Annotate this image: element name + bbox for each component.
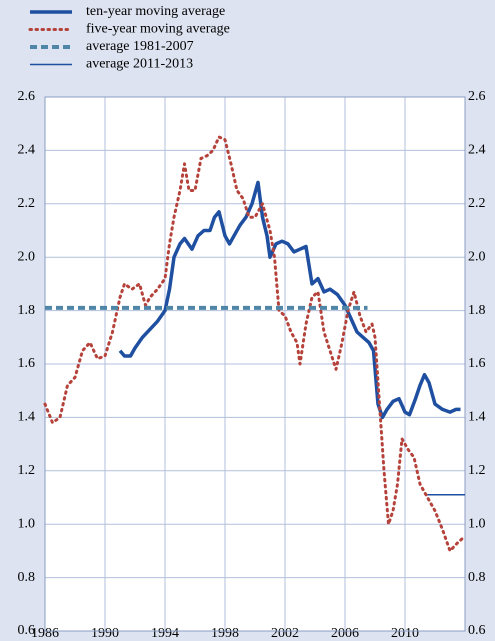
y-tick-label: 1.2 <box>18 463 36 478</box>
x-tick-label: 1990 <box>91 626 119 641</box>
y-tick-label: 2.2 <box>18 196 36 211</box>
x-tick-label: 1998 <box>211 626 239 641</box>
y-tick-label: 2.6 <box>18 89 36 104</box>
y-tick-label: 2.0 <box>18 249 36 264</box>
y-tick-label-right: 1.6 <box>468 356 486 371</box>
y-tick-label-right: 2.6 <box>468 89 486 104</box>
y-tick-label-right: 1.0 <box>468 516 486 531</box>
x-tick-label: 1986 <box>31 626 59 641</box>
legend-label: average 2011-2013 <box>86 57 193 72</box>
y-tick-label: 1.6 <box>18 356 36 371</box>
legend-label: average 1981-2007 <box>86 39 194 54</box>
y-tick-label: 0.8 <box>18 570 36 585</box>
y-tick-label: 1.4 <box>18 410 36 425</box>
y-tick-label: 2.4 <box>18 143 36 158</box>
y-tick-label-right: 2.2 <box>468 196 486 211</box>
y-tick-label-right: 1.8 <box>468 303 486 318</box>
x-tick-label: 2010 <box>391 626 419 641</box>
y-tick-label: 1.8 <box>18 303 36 318</box>
y-tick-label-right: 1.2 <box>468 463 486 478</box>
x-tick-label: 1994 <box>151 626 179 641</box>
legend-label: ten-year moving average <box>86 4 225 19</box>
y-tick-label-right: 0.8 <box>468 570 486 585</box>
y-tick-label: 0.6 <box>18 623 36 638</box>
y-tick-label-right: 0.6 <box>468 623 486 638</box>
x-tick-label: 2006 <box>331 626 359 641</box>
y-tick-label-right: 2.4 <box>468 143 486 158</box>
y-tick-label-right: 2.0 <box>468 249 486 264</box>
series-line <box>43 135 465 553</box>
y-tick-label: 1.0 <box>18 516 36 531</box>
legend-label: five-year moving average <box>86 22 230 37</box>
plot-border <box>44 96 466 632</box>
series-line <box>118 180 461 420</box>
x-tick-label: 2002 <box>271 626 299 641</box>
y-tick-label-right: 1.4 <box>468 410 486 425</box>
